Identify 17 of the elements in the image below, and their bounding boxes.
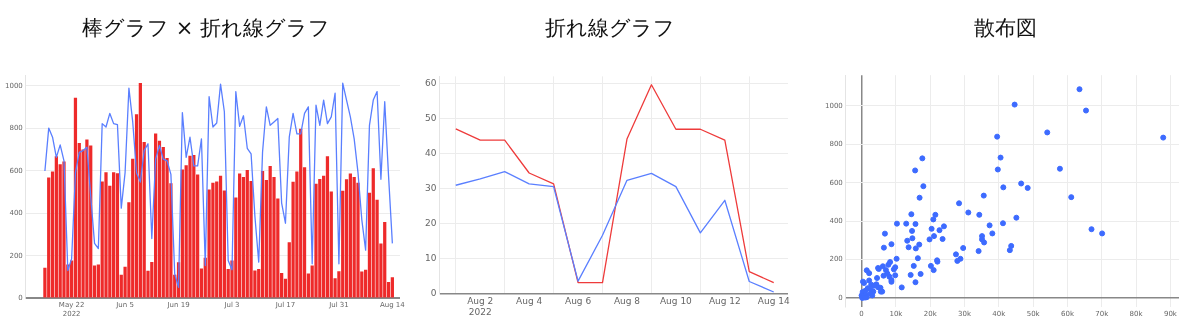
x-tick-label: Aug 10	[659, 296, 693, 307]
chart-title: 折れ線グラフ	[544, 15, 676, 42]
y-tick-label: 50	[425, 112, 437, 123]
x-tick-label: Aug 8	[613, 296, 641, 307]
y-tick-label: 40	[425, 147, 437, 158]
x-tick-label: Aug 14	[757, 296, 790, 307]
chart-title: 棒グラフ × 折れ線グラフ	[81, 15, 331, 42]
y-tick-label: 30	[425, 182, 437, 193]
x-tick-label: Aug 6	[564, 296, 592, 307]
chart-title: 散布図	[973, 15, 1038, 42]
y-tick-label: 60	[425, 77, 437, 88]
y-tick-label: 20	[425, 217, 437, 228]
x-tick-label: Aug 12	[708, 296, 741, 307]
y-tick-label: 0	[430, 287, 437, 298]
y-tick-label: 10	[425, 252, 437, 263]
x-tick-label: Aug 4	[516, 296, 543, 307]
x-tick-label: Aug 2 2022	[467, 296, 494, 317]
